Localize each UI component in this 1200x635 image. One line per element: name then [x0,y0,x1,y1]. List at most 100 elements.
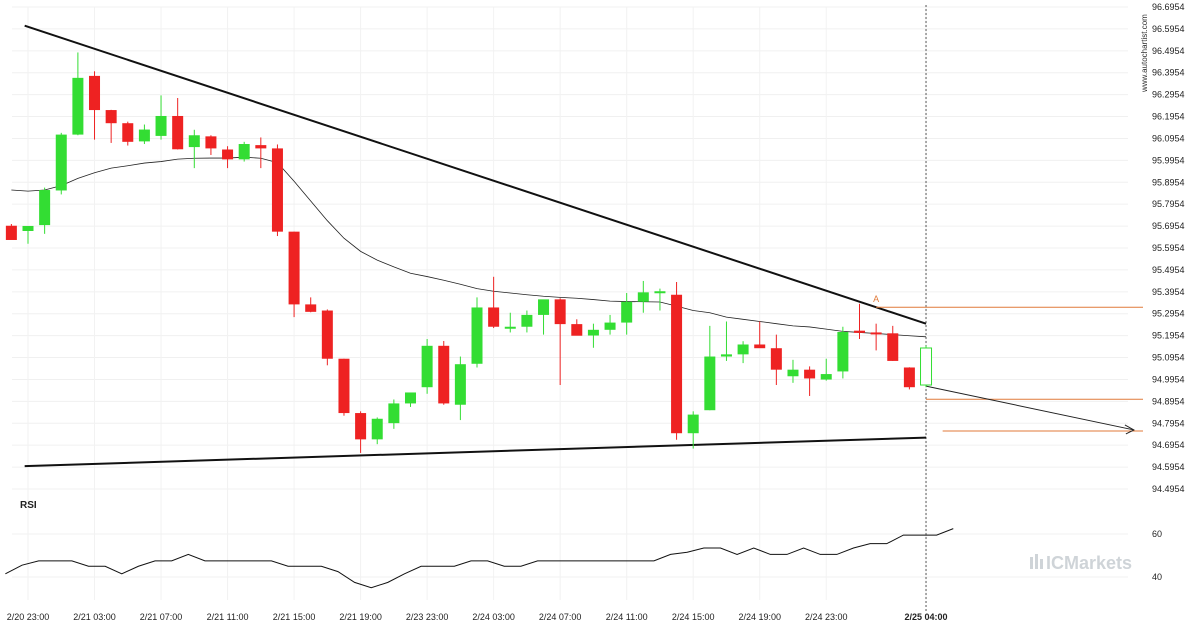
projection-arrowhead [1124,424,1135,435]
candle-body [770,348,782,370]
y-tick-label: 95.7954 [1152,199,1185,209]
candle-body [205,136,217,149]
y-tick-label: 96.4954 [1152,46,1185,56]
candle-body [255,145,267,149]
moving-average-line [11,156,927,338]
y-tick-label: 94.7954 [1152,418,1185,428]
y-tick-label: 95.2954 [1152,309,1185,319]
candle-body [388,403,400,424]
y-tick-label: 94.9954 [1152,374,1185,384]
x-tick-label: 2/25 04:00 [904,612,947,622]
y-tick-label: 95.4954 [1152,265,1185,275]
candle-body [5,225,17,240]
candle-body [188,135,200,148]
candle-body [837,331,849,372]
y-tick-label: 94.5954 [1152,462,1185,472]
rsi-tick-label: 60 [1152,529,1162,539]
y-tick-label: 96.1954 [1152,112,1185,122]
candle-body [538,299,550,315]
candle-body [887,333,899,361]
rsi-label: RSI [20,500,37,511]
candle-body [89,75,101,111]
y-tick-label: 96.3954 [1152,68,1185,78]
candle-body [105,110,117,124]
x-tick-label: 2/21 07:00 [140,612,183,622]
x-tick-label: 2/20 23:00 [7,612,50,622]
candle-body [305,304,317,312]
y-tick-label: 95.6954 [1152,221,1185,231]
x-tick-label: 2/24 11:00 [606,612,648,622]
y-tick-label: 95.0954 [1152,353,1185,363]
rsi-line [5,528,954,589]
y-tick-label: 95.3954 [1152,287,1185,297]
y-tick-label: 95.5954 [1152,243,1185,253]
candle-body [820,374,832,380]
candle-body [404,392,416,404]
rsi-pane [5,528,954,589]
candle-body [488,307,500,327]
candle-body [754,344,766,349]
x-tick-label: 2/21 19:00 [339,612,382,622]
candle-body [587,329,599,336]
gridlines [12,6,1128,600]
x-tick-label: 2/24 19:00 [738,612,781,622]
candle-body [804,369,816,379]
candle-body [454,364,466,405]
candle-body [671,294,683,434]
candle-body [222,149,234,160]
pattern-marker: A [873,294,879,304]
candle-body [338,358,350,414]
axes: 96.6954 96.5954 96.4954 96.3954 96.2954 96.19… [7,2,1185,622]
y-tick-label: 95.8954 [1152,177,1185,187]
x-tick-label: 2/24 23:00 [805,612,848,622]
candle-body [654,291,666,294]
candle-body [571,324,583,336]
candle-body [787,369,799,377]
y-tick-label: 96.2954 [1152,90,1185,100]
candle-body [172,115,184,150]
x-tick-label: 2/21 15:00 [273,612,316,622]
y-tick-label: 96.6954 [1152,2,1185,12]
candle-body [421,345,433,388]
y-tick-label: 96.5954 [1152,24,1185,34]
brand-logo: ICMarkets [1030,553,1132,573]
candle-body [122,123,134,142]
y-tick-label: 94.6954 [1152,440,1185,450]
candle-body [72,77,84,135]
candle-body [371,418,383,440]
y-tick-label: 96.0954 [1152,133,1185,143]
candle-body [271,148,283,232]
candle-body [870,332,882,335]
y-tick-label: 95.1954 [1152,331,1185,341]
candle-body [554,299,566,325]
x-tick-label: 2/24 07:00 [539,612,582,622]
watermark: www.autochartist.com [1140,14,1149,93]
x-tick-label: 2/21 03:00 [73,612,116,622]
x-tick-label: 2/24 15:00 [672,612,715,622]
x-tick-label: 2/24 03:00 [472,612,515,622]
candle-body [288,231,300,305]
candle-body [521,314,533,327]
x-tick-label: 2/21 11:00 [207,612,249,622]
trendline-resistance [24,24,927,325]
candle-body [39,190,51,226]
candle-body [621,301,633,323]
candle-body [55,134,67,191]
candle-body [604,322,616,330]
trendline-support [24,436,927,468]
candle-body [238,144,250,160]
candle-body [737,344,749,355]
brand-text: ICMarkets [1046,553,1132,573]
candle-body [854,330,865,333]
candle-body [504,326,516,329]
rsi-tick-label: 40 [1152,572,1162,582]
price-pane: A [5,5,1143,612]
candle-body [438,345,450,404]
y-tick-label: 95.9954 [1152,155,1185,165]
candle-body [138,129,150,142]
candle-body [687,414,699,434]
y-tick-label: 94.4954 [1152,484,1185,494]
y-tick-label: 94.8954 [1152,396,1185,406]
candle-body [155,115,167,136]
candle-body [471,307,483,364]
